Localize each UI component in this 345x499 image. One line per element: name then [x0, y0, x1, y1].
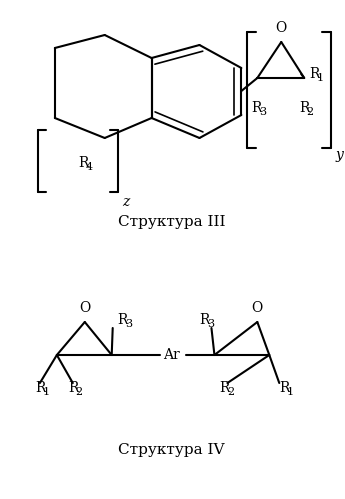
- Text: 1: 1: [317, 73, 324, 83]
- Text: R: R: [199, 313, 210, 327]
- Text: O: O: [79, 301, 90, 315]
- Text: Ar: Ar: [163, 348, 180, 362]
- Text: O: O: [276, 21, 287, 35]
- Text: Структура IV: Структура IV: [118, 443, 225, 457]
- Text: z: z: [122, 195, 129, 209]
- Text: R: R: [252, 101, 262, 115]
- Text: 4: 4: [85, 162, 92, 172]
- Text: 2: 2: [227, 387, 234, 397]
- Text: R: R: [68, 381, 78, 395]
- Text: R: R: [299, 101, 309, 115]
- Text: 1: 1: [42, 387, 50, 397]
- Text: 3: 3: [125, 319, 132, 329]
- Text: R: R: [279, 381, 290, 395]
- Text: R: R: [118, 313, 128, 327]
- Text: O: O: [252, 301, 263, 315]
- Text: 2: 2: [75, 387, 82, 397]
- Text: Структура III: Структура III: [118, 215, 225, 229]
- Text: R: R: [219, 381, 230, 395]
- Text: R: R: [35, 381, 45, 395]
- Text: 3: 3: [207, 319, 214, 329]
- Text: 3: 3: [259, 107, 266, 117]
- Text: 1: 1: [287, 387, 294, 397]
- Text: y: y: [335, 148, 343, 162]
- Text: 2: 2: [307, 107, 314, 117]
- Text: R: R: [78, 156, 88, 170]
- Text: R: R: [309, 67, 319, 81]
